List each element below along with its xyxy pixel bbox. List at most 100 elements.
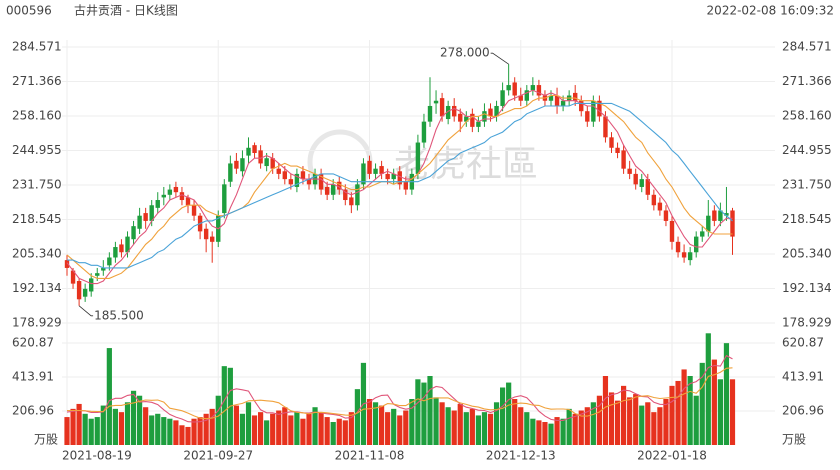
candle-body bbox=[246, 147, 251, 156]
volume-bar bbox=[282, 407, 288, 445]
candle-body bbox=[379, 166, 384, 174]
volume-bar bbox=[70, 408, 76, 445]
candle-body bbox=[560, 100, 566, 106]
volume-bar bbox=[258, 412, 264, 445]
volume-tick-label-right: 413.91 bbox=[782, 370, 824, 384]
candle-body bbox=[512, 82, 517, 96]
stock-code: 000596 bbox=[6, 4, 52, 18]
candle-body bbox=[258, 150, 263, 164]
volume-bar bbox=[64, 417, 70, 445]
volume-bar bbox=[542, 422, 548, 445]
candle-body bbox=[706, 215, 711, 232]
volume-bar bbox=[633, 394, 639, 445]
volume-bar bbox=[88, 418, 94, 445]
volume-bar bbox=[112, 408, 118, 445]
y-tick-label-right: 205.340 bbox=[782, 246, 832, 260]
volume-bar bbox=[439, 402, 445, 445]
x-tick-label: 2021-11-08 bbox=[335, 449, 405, 463]
volume-bar bbox=[705, 333, 711, 445]
volume-bar bbox=[457, 403, 463, 445]
volume-bar bbox=[124, 402, 131, 445]
volume-bar bbox=[693, 395, 699, 445]
candle-body bbox=[240, 158, 245, 172]
volume-bar bbox=[602, 376, 609, 445]
candle-body bbox=[191, 205, 197, 216]
y-tick-label-right: 231.750 bbox=[782, 178, 832, 192]
volume-bar bbox=[167, 418, 173, 445]
candle-body bbox=[137, 215, 142, 229]
volume-bar bbox=[469, 408, 475, 445]
candle-body bbox=[694, 236, 699, 253]
annotation-label: 185.500 bbox=[94, 308, 144, 322]
candle-body bbox=[573, 92, 578, 101]
candle-body bbox=[373, 168, 378, 174]
y-tick-label-right: 218.545 bbox=[782, 212, 832, 226]
y-tick-label-left: 205.340 bbox=[12, 246, 62, 260]
x-tick-label: 2021-12-13 bbox=[486, 449, 556, 463]
volume-bar bbox=[366, 399, 373, 445]
candle-body bbox=[488, 108, 493, 117]
candle-body bbox=[433, 100, 439, 104]
candle-body bbox=[452, 105, 457, 117]
candle-body bbox=[718, 210, 723, 221]
candle-body bbox=[203, 228, 209, 240]
candle-body bbox=[621, 150, 626, 169]
volume-bar bbox=[330, 422, 336, 445]
candle-body bbox=[210, 236, 215, 242]
candle-body bbox=[657, 202, 663, 211]
candle-body bbox=[579, 100, 584, 112]
volume-bar bbox=[590, 402, 596, 445]
candle-body bbox=[234, 160, 239, 169]
volume-bar bbox=[409, 399, 415, 445]
candle-body bbox=[427, 105, 433, 122]
volume-bar bbox=[627, 397, 633, 445]
candle-body bbox=[76, 281, 82, 300]
candle-body bbox=[639, 179, 644, 187]
y-tick-label-left: 271.366 bbox=[12, 74, 62, 88]
y-tick-label-left: 284.571 bbox=[12, 40, 62, 54]
volume-bar bbox=[264, 420, 270, 445]
annotation-line bbox=[78, 305, 94, 317]
y-tick-label-left: 244.955 bbox=[12, 143, 62, 157]
x-tick-label: 2022-01-18 bbox=[637, 449, 707, 463]
volume-tick-label-left: 620.87 bbox=[12, 336, 54, 350]
plot-layer: 178.929 178.929 192.134 192.134 205.340 205.3… bbox=[12, 40, 832, 463]
volume-bar bbox=[270, 413, 276, 445]
volume-bar bbox=[197, 417, 203, 445]
volume-bar bbox=[518, 407, 524, 445]
candle-body bbox=[185, 197, 191, 206]
candle-body bbox=[724, 213, 729, 216]
volume-bar bbox=[657, 407, 663, 445]
volume-bar bbox=[572, 413, 578, 445]
candle-body bbox=[681, 252, 687, 258]
volume-bar bbox=[245, 402, 252, 445]
volume-tick-label-right: 620.87 bbox=[782, 336, 824, 350]
candle-body bbox=[155, 200, 160, 208]
volume-bar bbox=[385, 412, 391, 445]
candle-body bbox=[445, 105, 451, 120]
candle-body bbox=[633, 173, 638, 185]
timestamp: 2022-02-08 16:09:32 bbox=[707, 4, 834, 18]
candle-body bbox=[675, 241, 681, 253]
candle-body bbox=[518, 95, 523, 101]
volume-moving-average bbox=[67, 367, 733, 420]
volume-bar bbox=[524, 412, 530, 445]
volume-bar bbox=[372, 402, 379, 445]
volume-bar bbox=[348, 412, 354, 445]
candle-body bbox=[179, 192, 185, 201]
volume-bar bbox=[397, 415, 403, 445]
volume-bar bbox=[288, 415, 294, 445]
volume-bar bbox=[481, 412, 488, 445]
volume-bar bbox=[445, 407, 451, 445]
candle-body bbox=[367, 160, 372, 174]
volume-bar bbox=[221, 366, 227, 445]
candle-body bbox=[603, 116, 608, 138]
volume-tick-label-left: 413.91 bbox=[12, 370, 54, 384]
volume-bar bbox=[500, 387, 506, 445]
candle-body bbox=[645, 179, 650, 195]
candle-body bbox=[167, 189, 173, 195]
candle-body bbox=[131, 226, 136, 240]
candle-body bbox=[500, 90, 505, 106]
candle-body bbox=[294, 173, 300, 187]
candle-body bbox=[669, 220, 675, 242]
